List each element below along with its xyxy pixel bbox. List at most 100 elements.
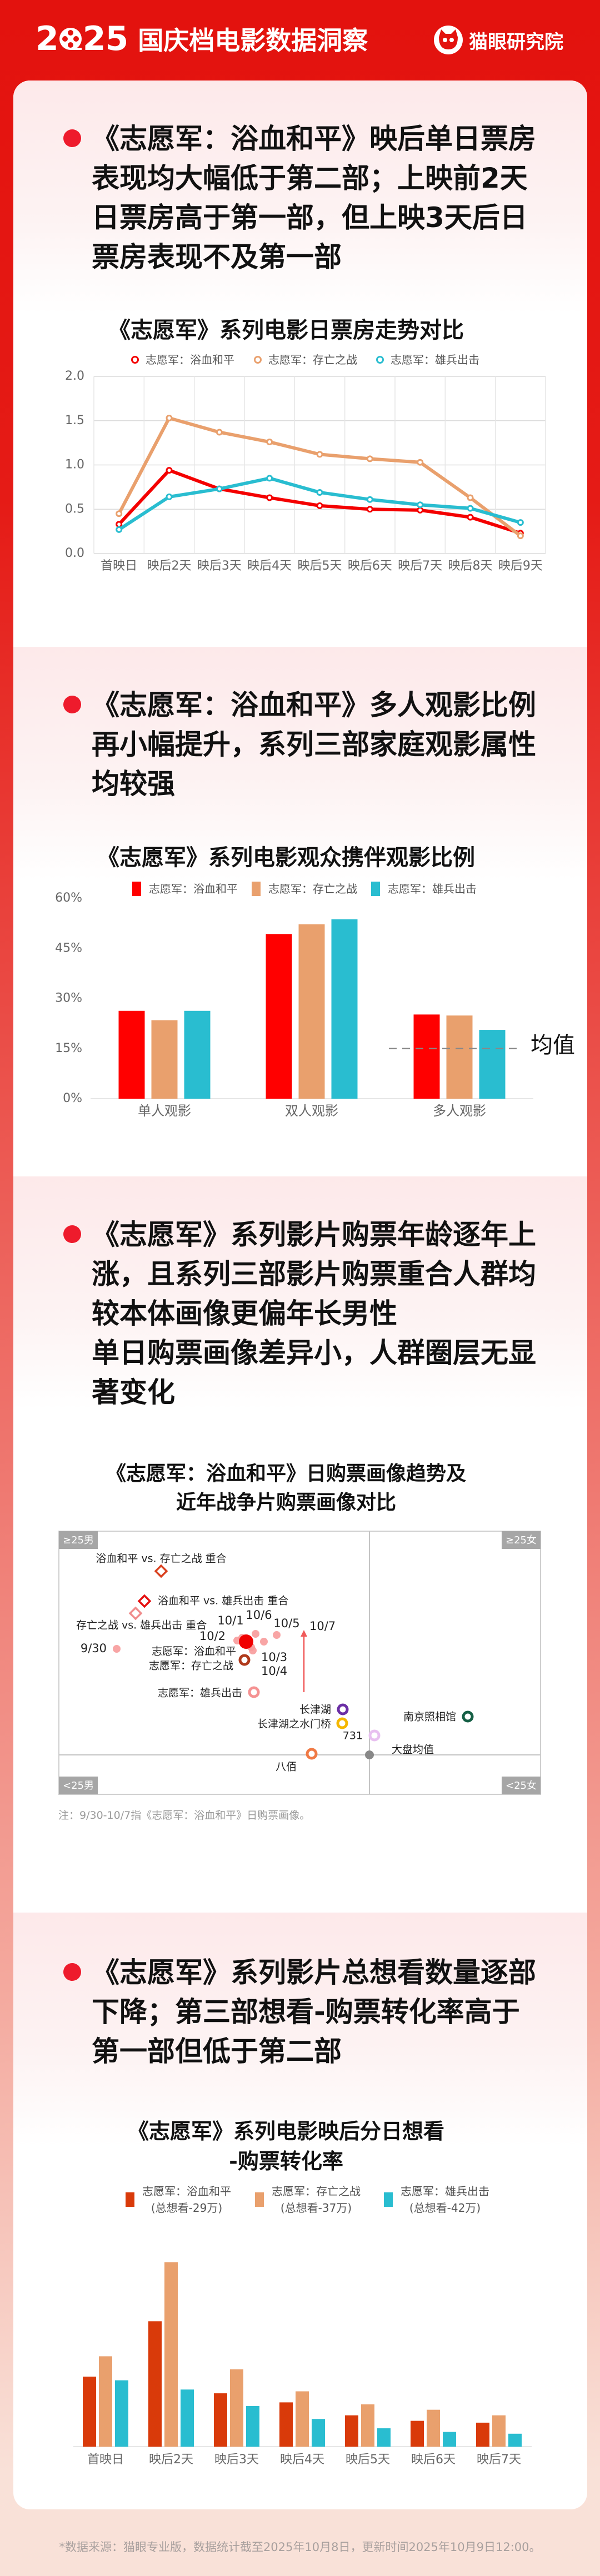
bar — [446, 1015, 473, 1099]
section-3-band — [13, 1176, 587, 1410]
point-label: 10/3 — [261, 1651, 287, 1664]
data-point — [417, 501, 424, 509]
average-dot — [365, 1750, 374, 1759]
headline-line: 《志愿军》系列影片购票年龄逐年上 — [92, 1219, 536, 1251]
bar — [479, 1030, 506, 1099]
quadrant-tag — [59, 1777, 98, 1794]
y-tick-label: 2.0 — [65, 369, 84, 383]
headline-bullet-icon — [63, 696, 81, 713]
x-tick-label: 映后7天 — [398, 559, 442, 573]
headline-line: 日票房高于第一部，但上映3天后日 — [92, 202, 528, 234]
headline-line: 下降；第三部想看-购票转化率高于 — [92, 1996, 520, 2028]
page-title: 2 25 国庆档电影数据洞察 — [36, 19, 368, 58]
data-point — [166, 414, 173, 421]
bar — [298, 924, 325, 1099]
x-tick-label: 映后5天 — [346, 2453, 390, 2467]
section-2-band — [13, 647, 587, 880]
bar — [411, 2421, 424, 2447]
data-point — [467, 514, 474, 521]
point-label: 10/4 — [261, 1664, 287, 1678]
data-point — [116, 526, 123, 533]
data-point — [316, 451, 323, 458]
x-tick-label: 多人观影 — [433, 1103, 486, 1119]
film-ring-marker — [462, 1710, 474, 1723]
reference-line-label: 均值 — [531, 1033, 575, 1058]
bar — [443, 2432, 456, 2447]
film-ring-marker — [336, 1717, 348, 1729]
plot-frame — [58, 1531, 541, 1795]
x-tick-label: 双人观影 — [285, 1103, 338, 1119]
year-logo: 2 25 — [36, 19, 128, 58]
bar — [345, 2415, 358, 2447]
quadrant-tag — [502, 1777, 541, 1794]
legend-note: (总想看-42万) — [409, 2201, 481, 2215]
headline-line: 较本体画像更偏年长男性 — [92, 1297, 397, 1330]
y-tick-label: 30% — [55, 992, 82, 1005]
legend-label: 志愿军：雄兵出击 — [401, 2185, 489, 2198]
x-tick-label: 映后2天 — [149, 2453, 193, 2467]
legend-text: 志愿军：存亡之战 (总想看-37万) — [272, 2183, 361, 2216]
legend-swatch-icon — [252, 882, 261, 896]
film-ring-marker — [238, 1654, 251, 1666]
bar — [427, 2409, 440, 2447]
point-label: 731 — [343, 1730, 363, 1742]
point-label: 10/6 — [246, 1608, 272, 1622]
bar — [413, 1014, 440, 1099]
point-label: 长津湖 — [299, 1704, 331, 1716]
legend-ring-icon — [254, 356, 262, 364]
film-ring-marker — [306, 1748, 318, 1760]
y-tick-label: 1.0 — [65, 458, 84, 472]
brand-name: 猫眼研究院 — [469, 31, 563, 53]
legend-text: 志愿军：浴血和平 — [149, 881, 238, 897]
headline-line: 《志愿军：浴血和平》映后单日票房 — [92, 123, 536, 155]
headline-line: 再小幅提升，系列三部家庭观影属性 — [92, 728, 536, 761]
x-tick-label: 映后7天 — [477, 2453, 521, 2467]
legend-label: 志愿军：浴血和平 — [146, 353, 234, 366]
point-label: 10/7 — [309, 1619, 336, 1633]
date-dot — [249, 1647, 257, 1654]
bar — [377, 2428, 391, 2447]
y-tick-label: 60% — [55, 891, 82, 905]
quadrant-tag — [59, 1531, 98, 1549]
legend-item: 志愿军：雄兵出击 (总想看-42万) — [384, 2183, 489, 2216]
quadrant-label: <25男 — [63, 1780, 94, 1792]
headline-line: 《志愿军：浴血和平》多人观影比例 — [92, 689, 536, 721]
data-point — [366, 506, 373, 513]
point-label: 志愿军：雄兵出击 — [158, 1687, 242, 1699]
x-tick-label: 映后4天 — [280, 2453, 324, 2467]
cat-logo-icon — [434, 26, 463, 54]
data-point — [316, 502, 323, 509]
quadrant-tag — [502, 1531, 541, 1549]
legend-item: 志愿军：存亡之战 — [254, 351, 357, 368]
bar — [266, 934, 292, 1099]
point-label: 大盘均值 — [392, 1744, 434, 1756]
x-tick-label: 映后8天 — [448, 559, 493, 573]
point-label: 10/2 — [199, 1629, 226, 1643]
headline-line: 均较强 — [92, 768, 175, 800]
film-reel-icon — [59, 28, 82, 50]
film-ring-marker — [248, 1686, 260, 1698]
x-tick-label: 映后2天 — [147, 559, 192, 573]
y-tick-label: 45% — [55, 941, 82, 955]
diamond-marker — [137, 1594, 152, 1608]
bar — [115, 2380, 128, 2447]
bar — [312, 2419, 325, 2447]
bar — [246, 2406, 259, 2447]
quadrant-label: ≥25女 — [506, 1534, 537, 1546]
point-label: 存亡之战 vs. 雄兵出击 重合 — [76, 1619, 207, 1632]
legend-text: 志愿军：浴血和平 — [146, 351, 234, 368]
date-dot — [252, 1630, 259, 1638]
point-label: 长津湖之水门桥 — [257, 1718, 331, 1730]
x-tick-label: 首映日 — [101, 559, 137, 573]
legend-ring-icon — [131, 356, 139, 364]
legend-text: 志愿军：雄兵出击 (总想看-42万) — [401, 2183, 489, 2216]
x-tick-label: 映后4天 — [247, 559, 292, 573]
data-point — [366, 455, 373, 462]
headline-line: 第一部但低于第二部 — [92, 2035, 342, 2067]
quadrant-label: ≥25男 — [63, 1534, 94, 1546]
year-digits: 25 — [82, 19, 128, 58]
bar — [83, 2376, 96, 2447]
headline-line: 表现均大幅低于第二部；上映前2天 — [92, 162, 528, 194]
